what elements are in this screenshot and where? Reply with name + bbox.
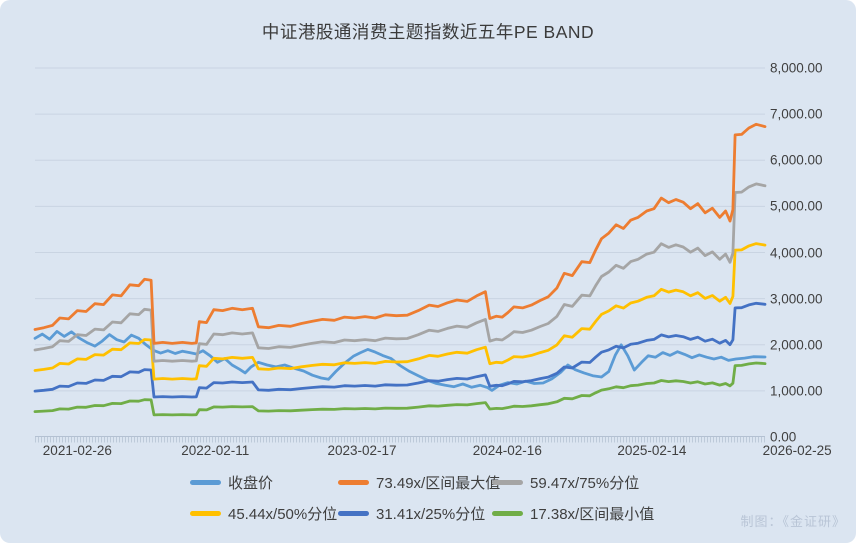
y-tick-label: 2,000.00 [770, 337, 823, 353]
legend-label: 73.49x/区间最大值 [376, 474, 501, 492]
legend-label: 45.44x/50%分位 [228, 505, 338, 523]
y-tick-label: 3,000.00 [770, 291, 823, 307]
series-line-band_min [33, 361, 767, 417]
x-tick-label: 2024-02-16 [472, 443, 542, 458]
series-line-band_p25 [33, 301, 767, 399]
y-tick-label: 8,000.00 [770, 60, 823, 76]
y-tick-label: 5,000.00 [770, 198, 823, 214]
legend-label: 59.47x/75%分位 [530, 474, 640, 492]
legend-item-band_max: 73.49x/区间最大值 [338, 471, 500, 493]
source-watermark: 制图：《金证研》 [740, 514, 846, 529]
y-tick-label: 4,000.00 [770, 245, 823, 260]
legend-marker-band_max [338, 479, 369, 485]
series-line-band_p50 [33, 242, 767, 381]
legend-item-close: 收盘价 [190, 471, 338, 493]
y-tick-label: 1,000.00 [770, 383, 823, 399]
legend-marker-band_p75 [492, 479, 523, 485]
legend-marker-band_p25 [338, 510, 369, 516]
legend-marker-band_p50 [190, 510, 221, 516]
y-tick-label: 7,000.00 [770, 106, 823, 122]
legend-item-band_p75: 59.47x/75%分位 [492, 471, 654, 493]
legend-label: 17.38x/区间最小值 [530, 505, 655, 523]
legend-item-band_min: 17.38x/区间最小值 [492, 502, 654, 524]
legend-item-band_p50: 45.44x/50%分位 [190, 502, 338, 524]
legend: 收盘价 73.49x/区间最大值 59.47x/75%分位 45.44x/50%分位 3… [190, 471, 654, 524]
y-tick-label: 6,000.00 [770, 152, 823, 168]
x-tick-label: 2026-02-25 [762, 443, 832, 458]
x-tick-label: 2022-02-11 [181, 443, 250, 458]
x-tick-label: 2023-02-17 [327, 443, 397, 458]
series-line-band_p75 [33, 182, 767, 363]
legend-label: 31.41x/25%分位 [376, 505, 486, 523]
x-tick-label: 2025-02-14 [617, 443, 687, 458]
legend-marker-close [190, 479, 221, 485]
legend-marker-band_min [492, 510, 523, 516]
legend-item-band_p25: 31.41x/25%分位 [338, 502, 492, 524]
legend-label: 收盘价 [228, 474, 274, 492]
x-tick-label: 2021-02-26 [42, 443, 112, 458]
series-lines [33, 122, 767, 417]
y-tick-label: 0.00 [770, 429, 797, 445]
x-axis-tick-comb [35, 436, 765, 443]
series-line-band_max [33, 122, 767, 345]
chart-title: 中证港股通消费主题指数近五年PE BAND [261, 22, 595, 42]
